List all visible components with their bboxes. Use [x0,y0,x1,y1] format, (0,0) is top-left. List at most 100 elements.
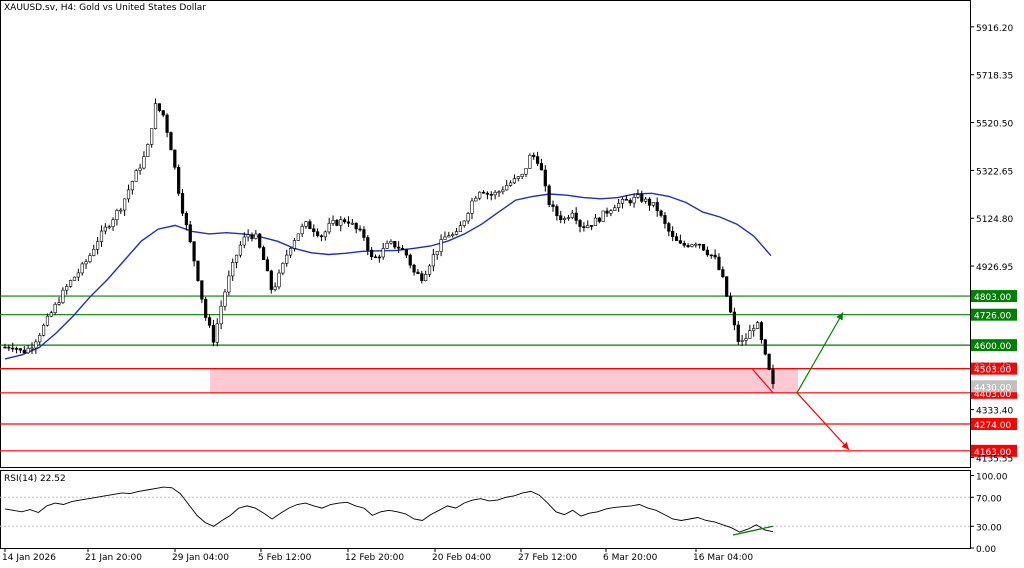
candle-bull [69,280,73,287]
candle-bear [362,229,366,238]
candle-bear [590,225,594,227]
candle-bear [713,254,717,258]
candle-bull [72,276,77,281]
candle [26,345,30,354]
candle-bull [327,223,331,233]
candle [562,216,567,224]
time-tick-label: 27 Feb 12:00 [518,553,577,563]
candle-bear [180,193,185,214]
candle-bull [292,240,297,249]
candle-bull [45,315,50,326]
price-tick-label: 5520.50 [976,120,1013,130]
candle-bear [659,210,663,216]
candle [14,346,19,354]
candle-bear [173,149,177,168]
candle-bull [285,254,289,264]
level-label-bg-4163.00 [971,444,1017,457]
moving-average-layer [4,192,772,360]
candle-bull [107,226,111,228]
candle-bull [80,263,84,274]
candle [481,190,486,194]
candle [180,188,185,217]
candle [72,276,77,281]
candle-bear [732,311,737,326]
candle [343,217,347,224]
candle [578,219,582,233]
candle [49,310,53,318]
price-tick-label: 5916.20 [976,24,1013,34]
candle-bear [605,210,609,214]
candle-bull [636,194,640,198]
candle-bull [470,200,474,214]
candle-bull [690,244,694,247]
candle [157,103,161,113]
candle [771,364,775,389]
candle [200,280,204,303]
candle-bull [304,221,308,227]
candle [458,221,462,232]
candle-bull [130,181,134,191]
candle [505,180,509,191]
candle-bull [586,225,590,229]
candle [424,270,428,282]
candle [126,184,131,203]
candle [620,197,625,209]
candle [34,339,38,354]
candle [393,241,397,250]
candle-bear [655,202,659,212]
candle [682,240,686,248]
rsi-panel: 100.00 70.00 30.00 0.00 [0,473,1008,555]
time-tick-label: 16 Mar 04:00 [693,553,753,563]
candle [188,220,192,244]
candle [192,241,196,267]
candle-bear [489,194,493,196]
candle-bull [744,338,748,341]
candle-bear [481,191,486,194]
candle [366,235,370,256]
candle [713,249,717,260]
candle-bear [157,103,161,111]
candle [215,318,219,347]
candle [586,220,590,229]
candle-bull [339,219,343,226]
candle-bull [458,225,462,232]
candle-bull [755,322,760,329]
level-label-4600.00: 4600.00 [974,342,1011,352]
candle [300,223,304,238]
candle-bear [763,339,767,355]
candle [659,209,663,218]
candle-bear [705,249,709,256]
hidden-label-1: 4521.25 [974,361,1011,371]
candle-bull [99,230,104,242]
candle [370,246,374,260]
candle [717,253,721,271]
candle-bear [346,221,351,224]
candle-bull [632,197,636,204]
candle-bull [103,226,107,232]
candle [53,302,57,315]
candle-bear [165,114,169,133]
candle [211,319,216,347]
candle-bear [196,260,200,281]
candle [570,209,574,219]
candle-bull [439,239,443,252]
candle [18,348,23,354]
candle-bull [609,210,613,214]
candle [601,210,605,222]
candle-bull [385,242,389,249]
price-tick-label: 4926.95 [976,263,1013,273]
level-label-bg-4803.00 [971,290,1017,303]
candle-bear [258,233,262,248]
candle-bull [76,272,80,278]
candle [744,333,748,345]
candle [705,246,709,257]
candle-bear [721,269,725,277]
bid-label: 4430.00 [974,383,1011,393]
candle [107,224,111,230]
candle [254,230,258,240]
candle-bull [61,289,65,303]
candle-bull [748,330,752,339]
candle [651,202,655,208]
candle-bear [736,324,740,342]
